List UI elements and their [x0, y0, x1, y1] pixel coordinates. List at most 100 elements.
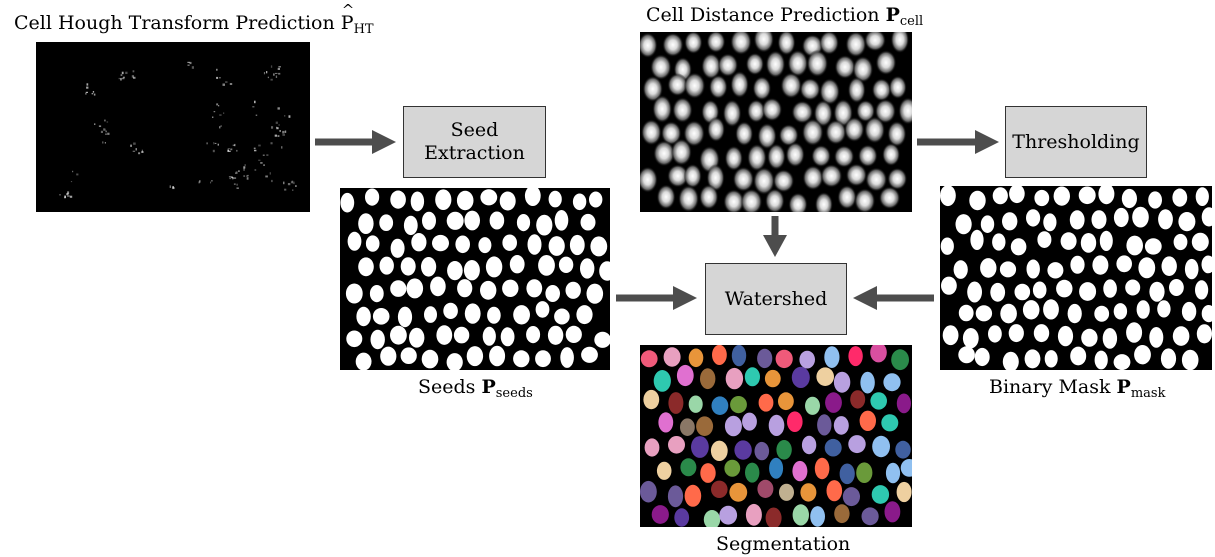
distance-blob: [882, 142, 901, 167]
seed-blob: [358, 213, 374, 234]
distance-blob: [724, 145, 743, 171]
distance-blob: [874, 98, 896, 124]
hough-speckle: [262, 154, 265, 156]
seed-blob: [340, 192, 355, 213]
seed-blob: [590, 236, 608, 257]
hough-speckle: [64, 195, 66, 198]
seed-blob: [535, 301, 550, 318]
hough-speckle: [120, 78, 122, 81]
mask-blob: [1113, 303, 1128, 320]
hough-speckle: [263, 164, 265, 166]
distance-blob: [777, 32, 796, 56]
mask-blob: [962, 328, 979, 349]
hough-speckle: [284, 188, 287, 191]
hough-speckle: [292, 181, 295, 185]
mask-image: [940, 186, 1212, 370]
mask-blob: [1024, 349, 1041, 369]
hough-speckle: [227, 148, 230, 150]
segment-blob: [765, 507, 782, 527]
segmentation-label: Segmentation: [716, 535, 850, 554]
distance-blob: [864, 32, 886, 52]
seed-blob: [453, 326, 470, 344]
mask-blob: [1195, 187, 1209, 206]
hough-speckle: [102, 141, 104, 144]
seed-blob: [457, 279, 473, 298]
segment-blob: [684, 484, 702, 507]
segment-blob: [734, 440, 752, 460]
mask-blob: [1172, 326, 1190, 346]
segment-blob: [870, 345, 887, 363]
segment-blob: [891, 349, 909, 371]
mask-blob: [955, 214, 972, 235]
segment-blob: [643, 389, 660, 410]
hough-speckle: [271, 126, 274, 129]
hough-speckle: [260, 162, 263, 164]
distance-blob: [856, 99, 876, 123]
hough-speckle: [290, 181, 293, 184]
segment-blob: [658, 412, 674, 433]
hough-speckle: [273, 73, 275, 76]
mask-blob: [1184, 258, 1199, 280]
distance-blob: [765, 50, 786, 78]
seed-blob: [527, 234, 542, 255]
distance-blob: [753, 32, 775, 53]
mask-blob: [1201, 305, 1212, 323]
distance-blob: [640, 32, 658, 59]
distance-blob: [642, 75, 664, 102]
hough-speckle: [275, 75, 278, 78]
distance-blob: [819, 78, 840, 105]
seed-blob: [586, 283, 604, 304]
hough-speckle: [287, 183, 291, 186]
seed-blob: [535, 350, 551, 368]
segment-blob: [870, 392, 887, 410]
mask-blob: [1002, 351, 1019, 370]
mask-blob: [1132, 206, 1149, 228]
hough-speckle: [133, 142, 136, 145]
distance-image: [640, 32, 912, 212]
mask-blob: [1010, 238, 1027, 256]
seed-blob: [369, 285, 384, 303]
distance-blob: [667, 73, 688, 97]
hough-speckle: [106, 121, 109, 123]
distance-blob: [653, 140, 675, 167]
distance-blob: [788, 192, 808, 212]
segment-blob: [787, 411, 803, 432]
seed-blob: [390, 238, 405, 258]
segment-blob: [680, 418, 695, 436]
distance-blob: [834, 55, 856, 79]
distance-blob: [791, 100, 814, 124]
hough-speckle: [281, 146, 283, 149]
seed-blob: [513, 350, 530, 368]
hough-speckle: [283, 181, 285, 185]
distance-blob: [888, 75, 907, 99]
hough-speckle: [199, 180, 201, 183]
seed-blob: [390, 190, 406, 209]
seed-blob: [455, 235, 470, 254]
segment-blob: [644, 438, 660, 457]
distance-blob: [844, 116, 865, 143]
hough-speckle: [105, 130, 107, 133]
hough-symbol: P: [341, 3, 354, 33]
distance-blob: [747, 99, 766, 123]
seeds-image-canvas: [340, 188, 610, 370]
arrow-mask-to-watershed: [853, 286, 934, 310]
seed-blob: [432, 234, 449, 252]
hough-speckle: [120, 74, 123, 76]
segment-blob: [745, 462, 760, 483]
segment-blob: [848, 435, 866, 454]
mask-blob: [1191, 232, 1209, 252]
hough-speckle: [277, 135, 280, 137]
seed-blob: [403, 215, 418, 236]
segment-blob: [676, 364, 694, 387]
mask-blob: [1169, 279, 1184, 296]
seed-blob: [548, 236, 565, 256]
seed-blob: [487, 306, 501, 324]
mask-blob: [1009, 186, 1025, 204]
hough-speckle: [228, 176, 232, 178]
mask-blob: [1113, 207, 1129, 228]
hough-speckle: [263, 72, 266, 75]
hough-speckle: [254, 149, 257, 152]
distance-blob: [753, 167, 775, 195]
mask-blob: [1043, 299, 1059, 320]
segment-blob: [663, 347, 681, 367]
